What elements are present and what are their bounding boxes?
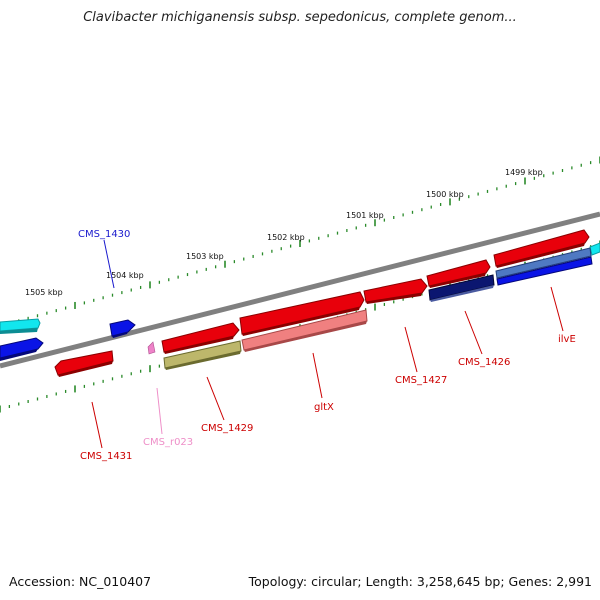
gene-label-gltx: gltX xyxy=(314,402,334,413)
gene-label-ilve: ilvE xyxy=(558,334,576,345)
outer-features xyxy=(0,229,600,361)
gene-label-cms-1426: CMS_1426 xyxy=(458,357,510,368)
gene-label-cms-r023: CMS_r023 xyxy=(143,437,193,448)
gene-label-cms-1429: CMS_1429 xyxy=(201,423,253,434)
accession-text: Accession: NC_010407 xyxy=(9,574,152,589)
gene-label-cms-1427: CMS_1427 xyxy=(395,375,447,386)
cds-gltx-lower[interactable] xyxy=(241,309,368,352)
genome-backbone xyxy=(0,211,600,369)
cds-cms-1429-upper[interactable] xyxy=(161,322,240,354)
leader-gltx xyxy=(312,352,323,399)
cds-cms-1429-lower[interactable] xyxy=(163,340,242,370)
scale-label: 1500 kbp xyxy=(426,190,464,199)
cds-cyan-right[interactable] xyxy=(589,242,600,256)
leader-cms-1431 xyxy=(91,401,103,449)
scale-labels: 1505 kbp 1504 kbp 1503 kbp 1502 kbp 1501… xyxy=(25,168,543,297)
outer-scale-ticks xyxy=(0,156,600,330)
cds-cms-1426-upper[interactable] xyxy=(426,259,491,288)
rna-cms-r023[interactable] xyxy=(147,341,156,355)
cds-cms-1430[interactable] xyxy=(109,319,136,338)
scale-label: 1499 kbp xyxy=(505,168,543,177)
leader-cms-1426 xyxy=(464,310,483,355)
inner-features xyxy=(54,247,593,377)
cds-blue-left[interactable] xyxy=(0,337,44,361)
scale-label: 1502 kbp xyxy=(267,233,305,242)
gene-leader-lines xyxy=(91,239,564,449)
gene-label-cms-1430: CMS_1430 xyxy=(78,229,130,240)
gene-label-cms-1431: CMS_1431 xyxy=(80,451,132,462)
cds-gltx-upper[interactable] xyxy=(239,291,365,336)
cds-cms-1431[interactable] xyxy=(54,350,114,377)
leader-cms-r023 xyxy=(156,387,163,435)
genome-summary-text: Topology: circular; Length: 3,258,645 bp… xyxy=(248,574,592,589)
leader-cms-1430 xyxy=(103,239,115,289)
leader-cms-1429 xyxy=(206,376,225,421)
leader-cms-1427 xyxy=(404,326,418,373)
cds-ilve-upper[interactable] xyxy=(493,229,590,268)
scale-label: 1505 kbp xyxy=(25,288,63,297)
cds-steel-lower[interactable] xyxy=(495,247,592,279)
cds-cyan-left[interactable] xyxy=(0,318,41,334)
scale-label: 1503 kbp xyxy=(186,252,224,261)
cds-cms-1427-upper[interactable] xyxy=(363,278,428,304)
leader-ilve xyxy=(550,286,564,332)
map-title: Clavibacter michiganensis subsp. sepedon… xyxy=(83,10,517,25)
scale-label: 1501 kbp xyxy=(346,211,384,220)
gene-labels: CMS_1430 CMS_1431 CMS_r023 CMS_1429 gltX… xyxy=(78,229,576,462)
cds-blue-lower[interactable] xyxy=(496,256,593,286)
cds-cms-1426-lower[interactable] xyxy=(428,274,495,302)
scale-label: 1504 kbp xyxy=(106,271,144,280)
